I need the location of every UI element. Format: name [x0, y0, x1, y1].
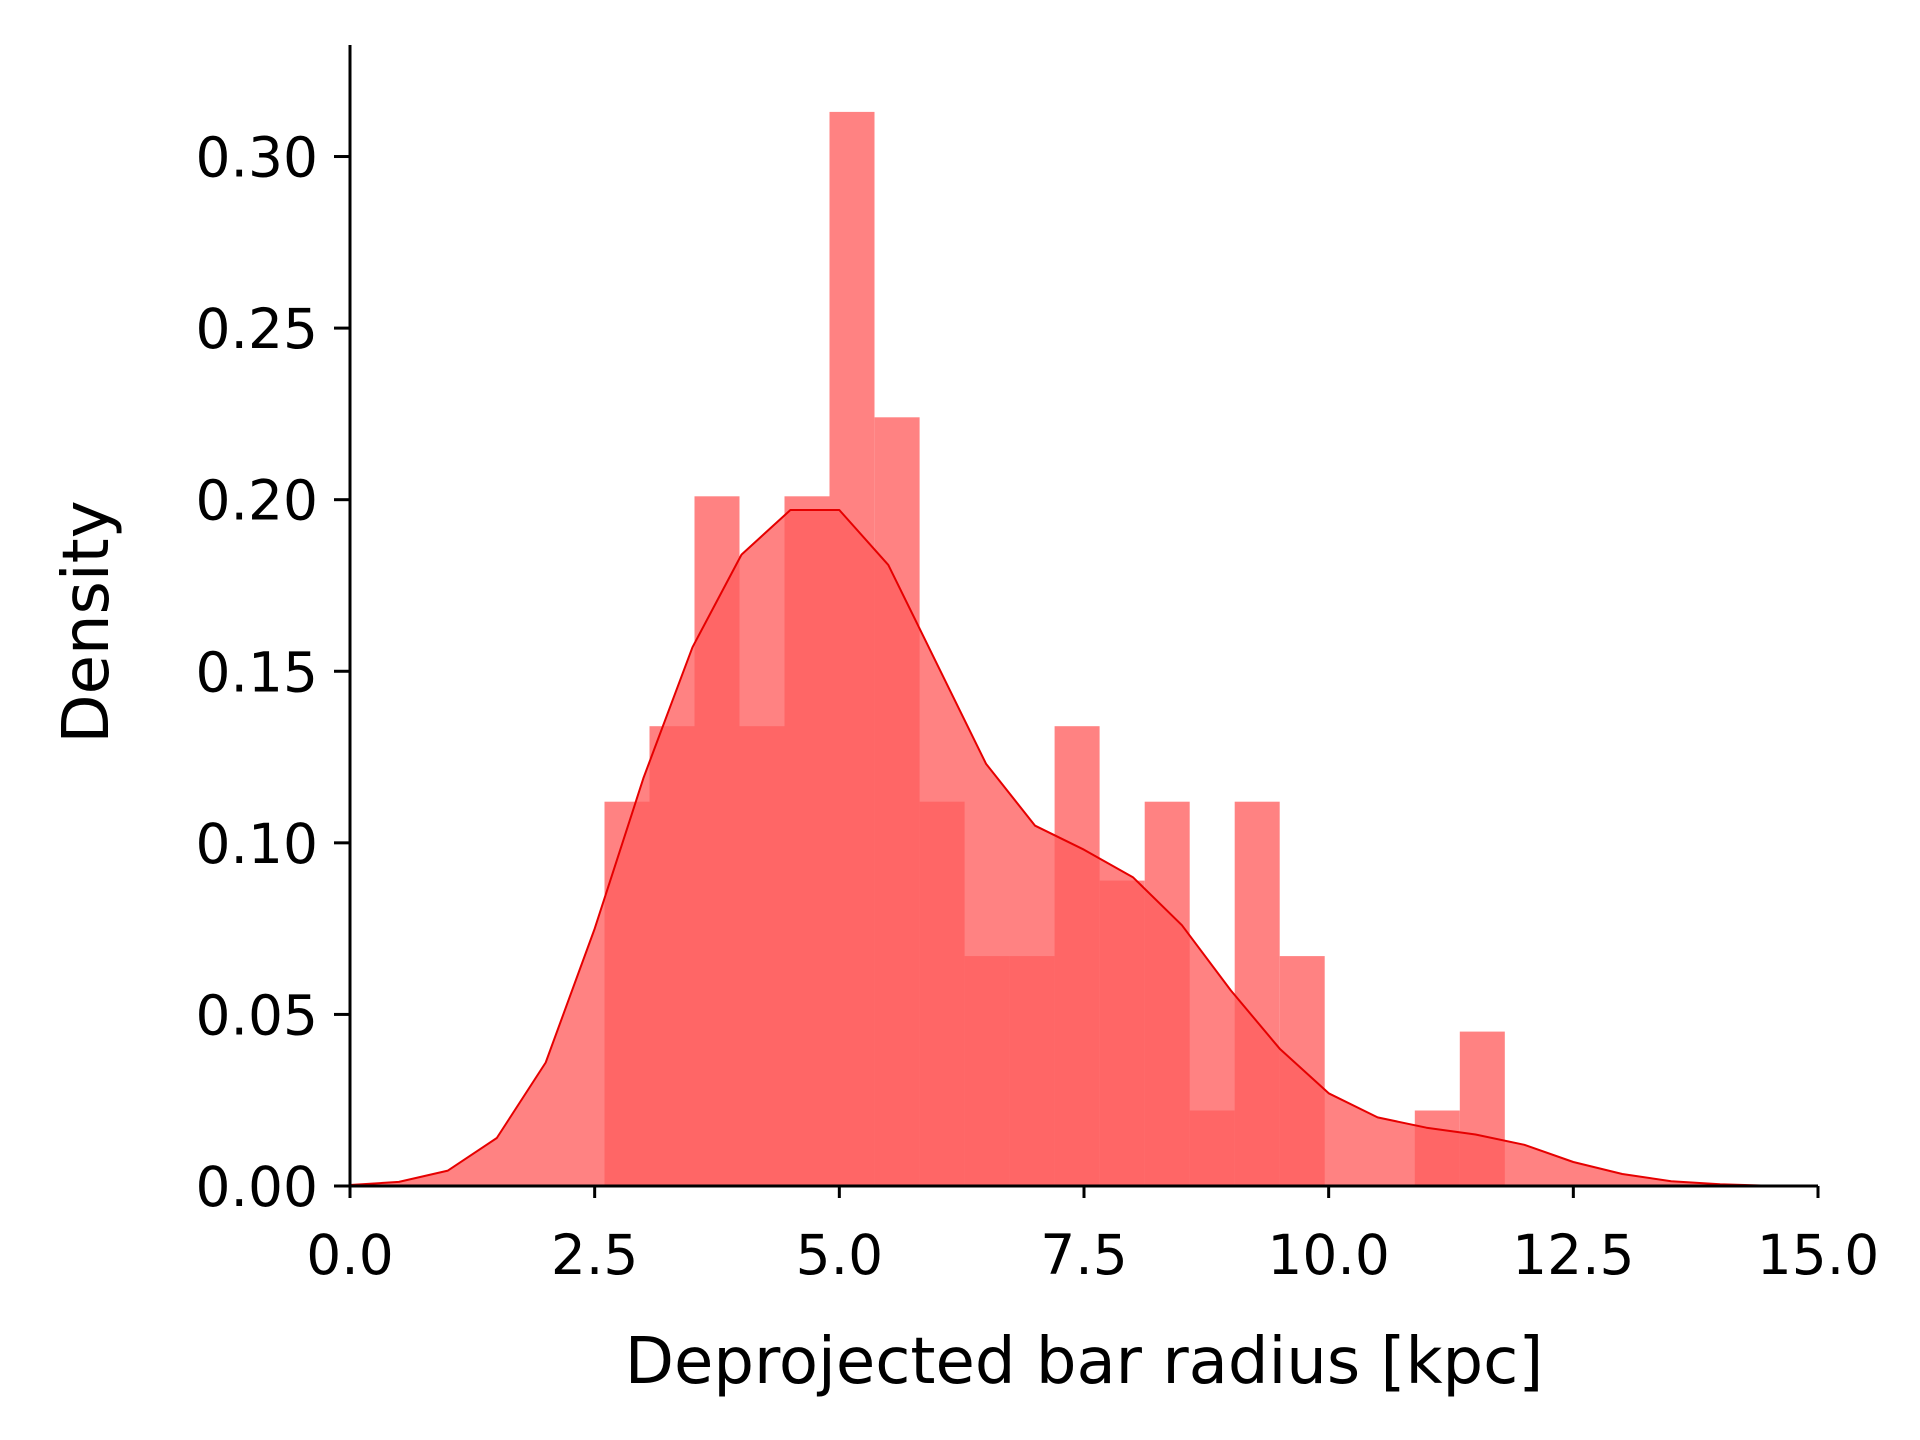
histogram-bar — [604, 801, 650, 1186]
y-axis-ticks: 0.00 0.05 0.10 0.15 0.20 0.25 0.30 — [196, 126, 350, 1219]
histogram-bars — [604, 111, 1505, 1186]
x-tick-label: 12.5 — [1512, 1223, 1634, 1287]
histogram-bar — [1009, 956, 1055, 1186]
histogram-bar — [919, 801, 965, 1186]
x-axis-label: Deprojected bar radius [kpc] — [625, 1325, 1544, 1399]
histogram-bar — [1189, 1110, 1235, 1186]
histogram-bar — [964, 956, 1010, 1186]
histogram-bar — [1099, 880, 1145, 1186]
histogram-bar — [1414, 1110, 1460, 1186]
histogram-bar — [1054, 726, 1100, 1186]
x-tick-label: 10.0 — [1267, 1223, 1389, 1287]
histogram-bar — [694, 496, 740, 1186]
histogram-bar — [1144, 801, 1190, 1186]
x-axis-ticks: 0.0 2.5 5.0 7.5 10.0 12.5 15.0 — [306, 1186, 1879, 1287]
histogram-bar — [1459, 1031, 1505, 1186]
x-tick-label: 5.0 — [796, 1223, 883, 1287]
kde-line — [349, 509, 1819, 1187]
histogram-bar — [1279, 956, 1325, 1186]
x-tick-label: 2.5 — [551, 1223, 638, 1287]
histogram-bar — [649, 726, 695, 1186]
x-tick-label: 0.0 — [306, 1223, 393, 1287]
histogram-bar — [874, 417, 920, 1186]
y-tick-label: 0.15 — [196, 640, 318, 704]
y-tick-label: 0.05 — [196, 983, 318, 1047]
histogram-bar — [829, 111, 875, 1186]
histogram-bar — [739, 726, 785, 1186]
y-tick-label: 0.25 — [196, 297, 318, 361]
histogram-bar — [784, 496, 830, 1186]
kde-line-layer — [349, 509, 1819, 1187]
kde-area-overlay — [350, 510, 1818, 1186]
x-tick-label: 15.0 — [1757, 1223, 1879, 1287]
histogram-bar — [1234, 801, 1280, 1186]
y-tick-label: 0.20 — [196, 469, 318, 533]
y-tick-label: 0.10 — [196, 812, 318, 876]
y-tick-label: 0.00 — [196, 1155, 318, 1219]
y-axis-label: Density — [50, 500, 124, 743]
x-tick-label: 7.5 — [1040, 1223, 1127, 1287]
y-tick-label: 0.30 — [196, 126, 318, 190]
